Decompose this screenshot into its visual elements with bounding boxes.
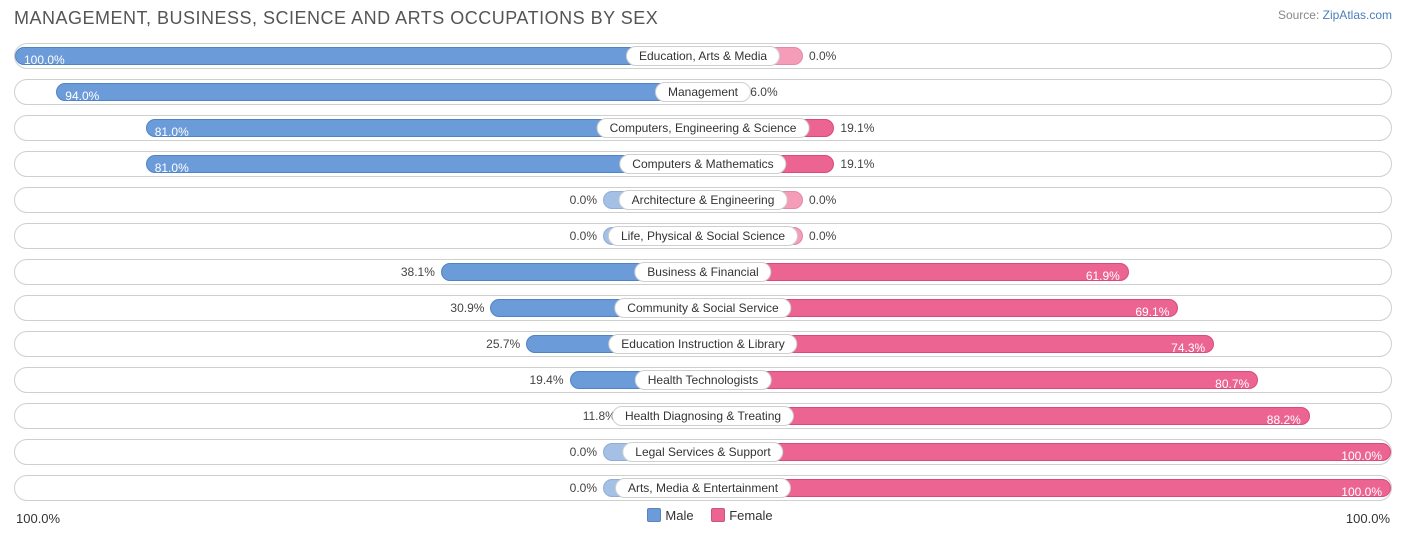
category-label: Health Technologists <box>635 370 772 390</box>
chart-title: MANAGEMENT, BUSINESS, SCIENCE AND ARTS O… <box>14 8 658 29</box>
category-label: Computers & Mathematics <box>619 154 786 174</box>
chart-row: 81.0% 19.1% Computers, Engineering & Scien… <box>14 115 1392 141</box>
category-label: Business & Financial <box>634 262 771 282</box>
female-pct-label: 19.1% <box>840 116 874 140</box>
male-pct-label: 81.0% <box>155 156 189 180</box>
female-pct-label: 0.0% <box>809 44 836 68</box>
legend-male-swatch <box>647 508 661 522</box>
male-pct-label: 38.1% <box>401 260 435 284</box>
category-label: Community & Social Service <box>614 298 791 318</box>
axis-right-label: 100.0% <box>1346 511 1390 526</box>
legend: Male Female <box>14 508 1392 523</box>
male-pct-label: 0.0% <box>570 224 597 248</box>
female-bar: 88.2% <box>703 407 1310 425</box>
chart-row: 19.4%80.7%Health Technologists <box>14 367 1392 393</box>
source-link[interactable]: ZipAtlas.com <box>1323 8 1392 22</box>
chart-area: 100.0% 0.0% Education, Arts & Media 94.0% 6.… <box>14 43 1392 501</box>
category-label: Education Instruction & Library <box>608 334 797 354</box>
female-bar: 100.0% <box>703 479 1391 497</box>
male-pct-label: 100.0% <box>24 48 65 72</box>
male-pct-label: 19.4% <box>530 368 564 392</box>
male-pct-label: 30.9% <box>450 296 484 320</box>
chart-row: 0.0%100.0%Legal Services & Support <box>14 439 1392 465</box>
chart-row: 94.0% 6.0%Management <box>14 79 1392 105</box>
male-pct-label: 11.8% <box>583 404 616 428</box>
female-pct-label: 61.9% <box>1086 264 1120 288</box>
category-label: Health Diagnosing & Treating <box>612 406 794 426</box>
chart-row: 0.0% 0.0% Life, Physical & Social Science <box>14 223 1392 249</box>
female-bar: 100.0% <box>703 443 1391 461</box>
female-pct-label: 69.1% <box>1135 300 1169 324</box>
chart-source: Source: ZipAtlas.com <box>1278 8 1392 22</box>
source-prefix: Source: <box>1278 8 1323 22</box>
category-label: Architecture & Engineering <box>619 190 788 210</box>
female-bar: 80.7% <box>703 371 1258 389</box>
legend-female-swatch <box>711 508 725 522</box>
chart-row: 0.0% 0.0% Architecture & Engineering <box>14 187 1392 213</box>
male-pct-label: 25.7% <box>486 332 520 356</box>
chart-row: 100.0% 0.0% Education, Arts & Media <box>14 43 1392 69</box>
male-bar: 94.0% <box>56 83 703 101</box>
male-pct-label: 0.0% <box>570 188 597 212</box>
female-pct-label: 80.7% <box>1215 372 1249 396</box>
female-pct-label: 100.0% <box>1341 444 1382 468</box>
female-pct-label: 74.3% <box>1171 336 1205 360</box>
category-label: Computers, Engineering & Science <box>597 118 810 138</box>
category-label: Legal Services & Support <box>622 442 783 462</box>
female-pct-label: 19.1% <box>840 152 874 176</box>
chart-row: 81.0% 19.1% Computers & Mathematics <box>14 151 1392 177</box>
female-pct-label: 100.0% <box>1341 480 1382 504</box>
chart-row: 25.7% 74.3% Education Instruction & Librar… <box>14 331 1392 357</box>
chart-row: 11.8%88.2%Health Diagnosing & Treating <box>14 403 1392 429</box>
female-pct-label: 0.0% <box>809 188 836 212</box>
chart-row: 38.1% 61.9% Business & Financial <box>14 259 1392 285</box>
female-pct-label: 88.2% <box>1267 408 1301 432</box>
male-bar: 100.0% <box>15 47 703 65</box>
chart-row: 0.0%100.0%Arts, Media & Entertainment <box>14 475 1392 501</box>
legend-female-label: Female <box>729 508 772 523</box>
category-label: Arts, Media & Entertainment <box>615 478 791 498</box>
axis-left-label: 100.0% <box>16 511 60 526</box>
female-pct-label: 0.0% <box>809 224 836 248</box>
legend-male-label: Male <box>665 508 693 523</box>
chart-header: MANAGEMENT, BUSINESS, SCIENCE AND ARTS O… <box>14 8 1392 29</box>
male-pct-label: 94.0% <box>65 84 99 108</box>
chart-row: 30.9% 69.1% Community & Social Service <box>14 295 1392 321</box>
category-label: Life, Physical & Social Science <box>608 226 798 246</box>
female-pct-label: 6.0% <box>750 80 777 104</box>
category-label: Management <box>655 82 751 102</box>
male-pct-label: 0.0% <box>570 476 597 500</box>
category-label: Education, Arts & Media <box>626 46 780 66</box>
male-pct-label: 0.0% <box>570 440 597 464</box>
male-pct-label: 81.0% <box>155 120 189 144</box>
